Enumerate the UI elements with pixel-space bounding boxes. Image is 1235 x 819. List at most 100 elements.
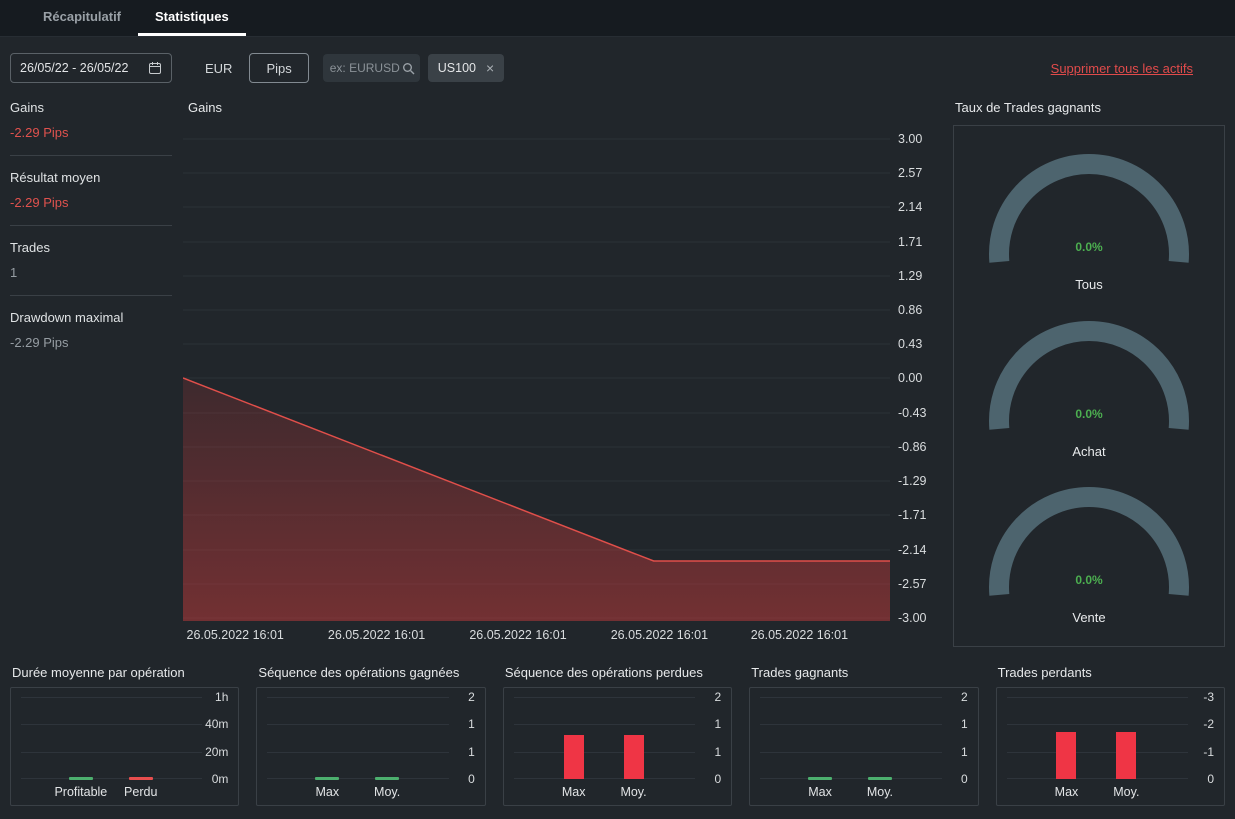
unit-toggle-group: EUR Pips [188,53,309,83]
asset-chip-us100[interactable]: US100 × [427,54,505,82]
stat-value: -2.29 Pips [10,335,69,350]
mini-x-axis: Max Moy. [1007,779,1188,802]
x-tick: 26.05.2022 16:01 [327,628,426,642]
mini-y-axis: 1h 40m 20m 0m [204,690,229,786]
y-tick: 0m [211,772,229,786]
y-tick: 0 [1207,772,1215,786]
y-tick: 1 [468,744,475,759]
x-tick: 26.05.2022 16:01 [750,628,849,642]
x-category-label: Moy. [1113,785,1140,799]
y-tick: 0.43 [898,337,923,352]
y-tick: 1h [215,690,229,704]
x-category-label: Max [1054,785,1079,799]
y-tick: 1 [960,717,968,732]
main-content: Gains -2.29 Pips Résultat moyen -2.29 Pi… [0,91,1235,647]
gauge-label: Tous [1075,277,1103,293]
gains-y-axis: 3.00 2.57 2.14 1.71 1.29 0.86 0.43 0.00 … [890,125,942,625]
x-category-label: Max [561,785,586,799]
gauge-achat: 0.0% Achat [979,314,1199,459]
tab-recapitulatif[interactable]: Récapitulatif [43,9,122,24]
unit-pips-button[interactable]: Pips [249,53,309,83]
y-tick: 3.00 [898,131,923,146]
bar-moy [1116,732,1137,779]
mini-chart-title: Séquence des opérations perdues [504,665,703,680]
gauge-arc [989,154,1189,263]
y-tick: 40m [205,717,229,732]
stat-block-resultat-moyen: Résultat moyen -2.29 Pips [10,170,172,210]
mini-chart-title: Durée moyenne par opération [12,665,185,680]
y-tick: 0.00 [898,371,923,386]
x-tick: 26.05.2022 16:01 [610,628,709,642]
y-tick: -1.29 [898,474,927,489]
calendar-icon[interactable] [148,61,162,75]
mini-chart-panel: 2 1 1 0 Max Moy. [749,687,979,806]
mini-chart-loss-streak: Séquence des opérations perdues 2 1 1 0 [502,665,733,806]
bar-max [315,777,340,780]
y-tick: 20m [205,744,229,759]
mini-chart-panel: 2 1 1 0 Max Moy. [502,687,733,806]
y-tick: 2 [960,690,968,704]
y-tick: 0 [960,772,968,786]
stat-label: Trades [10,240,50,255]
gauge-value: 0.0% [1075,240,1103,255]
currency-eur-button[interactable]: EUR [188,53,249,83]
delete-all-assets-link[interactable]: Supprimer tous les actifs [1050,60,1193,76]
stat-label: Résultat moyen [10,170,101,185]
bottom-charts-row: Durée moyenne par opération 1h 40m 20m 0… [0,665,1235,806]
chip-remove-icon[interactable]: × [485,60,495,76]
y-tick: -3.00 [898,611,927,626]
marker-perdu [128,777,153,780]
y-tick: 0.86 [898,303,923,317]
y-tick: -2.57 [898,576,927,591]
win-rate-panel: 0.0% Tous 0.0% Achat 0.0% Vente [953,125,1225,647]
mini-y-axis: 2 1 1 0 [697,690,722,786]
gains-chart-title: Gains [188,100,222,115]
asset-chip-label: US100 [437,61,476,75]
mini-chart-win-streak: Séquence des opérations gagnées 2 1 1 0 [256,665,486,806]
mini-x-axis: Max Moy. [267,779,448,802]
stat-block-gains: Gains -2.29 Pips [10,100,172,140]
y-tick: 1 [714,717,722,732]
tab-statistiques[interactable]: Statistiques [138,0,246,36]
bar-max [1056,732,1077,779]
x-tick: 26.05.2022 16:01 [186,628,284,642]
bar-moy [623,735,644,779]
mini-chart-avg-duration: Durée moyenne par opération 1h 40m 20m 0… [10,665,240,806]
mini-x-axis: Max Moy. [760,779,941,802]
asset-search-box[interactable] [322,54,420,82]
mini-chart-title: Trades gagnants [751,665,849,680]
x-category-label: Perdu [124,785,158,799]
mini-chart-panel: -3 -2 -1 0 Max Moy. [995,687,1226,806]
gains-x-axis: 26.05.2022 16:01 26.05.2022 16:01 26.05.… [183,621,890,645]
gains-line [183,377,890,562]
asset-search-input[interactable] [329,61,402,75]
divider [10,295,172,296]
y-tick: 1.71 [898,234,923,249]
y-tick: 1.29 [898,268,923,283]
stat-block-trades: Trades 1 [10,240,172,280]
y-tick: -1 [1203,744,1215,759]
x-category-label: Max [808,785,832,799]
date-range-input[interactable]: 26/05/22 - 26/05/22 [10,53,172,83]
y-tick: 0 [468,772,475,786]
win-rate-title: Taux de Trades gagnants [955,100,1101,115]
y-tick: -3 [1203,690,1215,704]
gauge-value: 0.0% [1075,572,1103,587]
mini-chart-title: Séquence des opérations gagnées [258,665,460,680]
marker-profitable [68,777,93,780]
mini-chart-losing-trades: Trades perdants -3 -2 -1 0 [995,665,1226,806]
y-tick: -0.43 [898,405,927,420]
tab-bar: Récapitulatif Statistiques [0,0,1235,37]
gauge-arc [989,486,1189,596]
date-range-value: 26/05/22 - 26/05/22 [20,61,129,75]
bar-max [563,735,584,779]
mini-y-axis: -3 -2 -1 0 [1190,690,1215,786]
gauge-vente: 0.0% Vente [979,480,1199,625]
gains-chart-section: Gains [183,91,942,645]
mini-x-axis: Max Moy. [514,779,695,802]
gauge-arc [989,320,1189,430]
divider [10,155,172,156]
search-icon[interactable] [402,62,415,75]
y-tick: 2 [468,690,475,704]
y-tick: -1.71 [898,508,927,523]
